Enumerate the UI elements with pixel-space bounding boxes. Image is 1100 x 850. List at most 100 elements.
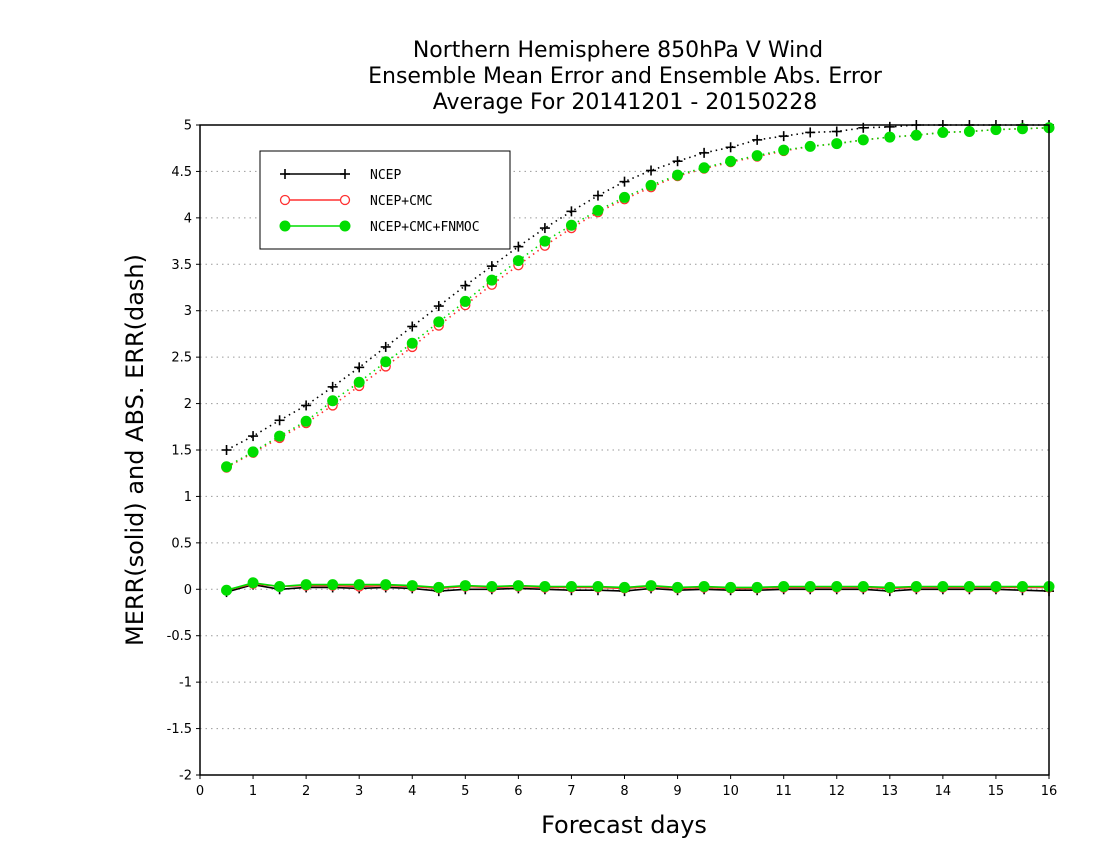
x-tick-label: 15 [988, 784, 1005, 799]
y-tick-label: 0 [184, 583, 192, 598]
x-tick-label: 11 [775, 784, 792, 799]
merr-point [725, 581, 737, 593]
merr-point [327, 579, 339, 591]
legend-swatch-marker [279, 220, 291, 232]
abs-err-point [619, 176, 630, 187]
abs-err-point [1016, 123, 1028, 135]
x-tick-label: 16 [1041, 784, 1058, 799]
abs-err-point [751, 150, 763, 162]
x-tick-label: 12 [828, 784, 845, 799]
abs-err-point [433, 316, 445, 328]
legend-item: NCEP+CMC+FNMOC [279, 220, 480, 235]
legend-label: NCEP [370, 168, 401, 183]
abs-err-point [486, 274, 498, 286]
abs-err-point [699, 147, 710, 158]
legend-swatch-marker [339, 220, 351, 232]
abs-err-point [380, 341, 391, 352]
abs-err-point [884, 121, 895, 132]
abs-err-point [274, 430, 286, 442]
abs-err-point [459, 295, 471, 307]
x-tick-label: 2 [302, 784, 310, 799]
merr-point [300, 579, 312, 591]
merr-point [380, 579, 392, 591]
y-tick-label: 2 [184, 397, 192, 412]
legend-item: NCEP+CMC [279, 194, 433, 209]
merr-point [221, 584, 233, 596]
merr-point [619, 581, 630, 593]
abs-err-point [672, 169, 684, 181]
abs-err-point [910, 129, 922, 141]
merr-point [406, 580, 418, 592]
abs-err-point [221, 461, 233, 473]
x-tick-label: 4 [408, 784, 416, 799]
merr-point [990, 581, 1002, 592]
x-tick-label: 5 [461, 784, 469, 799]
abs-err-point [513, 241, 524, 252]
merr-point [353, 579, 365, 591]
merr-point [1016, 581, 1028, 592]
abs-err-point [778, 131, 789, 142]
abs-err-point [406, 337, 418, 349]
legend-label: NCEP+CMC+FNMOC [370, 220, 480, 235]
x-tick-label: 6 [514, 784, 522, 799]
merr-point [831, 581, 843, 592]
abs-err-point [884, 131, 896, 143]
abs-err-point [646, 165, 657, 176]
abs-err-point [592, 204, 604, 216]
legend-label: NCEP+CMC [370, 194, 433, 209]
y-tick-label: 3 [184, 304, 192, 319]
abs-err-point [407, 321, 418, 332]
abs-err-point [857, 134, 869, 146]
y-axis: -2 -1.5 -1 -0.5 0 0.5 1 1.5 2 2.5 3 3.5 4 4.5 5 [167, 119, 200, 784]
y-tick-label: -1 [179, 676, 192, 691]
x-axis-label: Forecast days [541, 811, 707, 839]
merr-point [486, 581, 498, 592]
abs-err-point [248, 431, 259, 442]
abs-err-point [353, 376, 365, 388]
abs-err-point [990, 124, 1002, 136]
merr-point [247, 577, 259, 589]
y-tick-label: 1.5 [171, 444, 192, 459]
merr-point [592, 581, 604, 592]
abs-err-point [592, 190, 603, 201]
abs-err-point [645, 179, 657, 191]
abs-err-point [327, 381, 338, 392]
abs-err-point [752, 134, 763, 145]
abs-err-point [354, 362, 365, 373]
chart-title-line-1: Northern Hemisphere 850hPa V Wind [413, 38, 823, 63]
abs-err-point [698, 162, 710, 174]
abs-err-line [226, 127, 1050, 469]
series-2 [221, 122, 1055, 596]
x-tick-label: 13 [882, 784, 899, 799]
abs-err-point [433, 301, 444, 312]
abs-err-point [301, 400, 312, 411]
merr-point [778, 581, 790, 592]
y-tick-label: 2.5 [171, 351, 192, 366]
merr-point [433, 581, 445, 593]
legend-item: NCEP [280, 168, 401, 183]
legend-swatch-marker [340, 169, 350, 179]
merr-point [910, 581, 922, 592]
abs-err-point [327, 395, 339, 407]
abs-err-point [672, 156, 683, 167]
y-axis-label: MERR(solid) and ABS. ERR(dash) [121, 254, 149, 646]
merr-point [459, 580, 471, 592]
x-axis: 0 1 2 3 4 5 6 7 8 9 10 11 12 13 14 15 16 [196, 775, 1057, 799]
abs-err-point [380, 356, 392, 368]
merr-point [804, 581, 816, 592]
y-tick-label: -0.5 [167, 629, 192, 644]
abs-err-point [274, 415, 285, 426]
abs-err-point [619, 191, 630, 203]
x-tick-label: 7 [567, 784, 575, 799]
merr-point [884, 581, 896, 593]
x-tick-label: 14 [935, 784, 952, 799]
merr-point [512, 580, 524, 592]
abs-err-point [566, 206, 577, 217]
abs-err-point [937, 126, 949, 138]
merr-point [539, 581, 551, 592]
abs-err-point [512, 255, 524, 267]
chart-title-line-3: Average For 20141201 - 20150228 [433, 90, 818, 115]
chart-title-line-2: Ensemble Mean Error and Ensemble Abs. Er… [368, 64, 883, 89]
y-tick-label: 4 [184, 211, 192, 226]
x-tick-label: 1 [249, 784, 257, 799]
